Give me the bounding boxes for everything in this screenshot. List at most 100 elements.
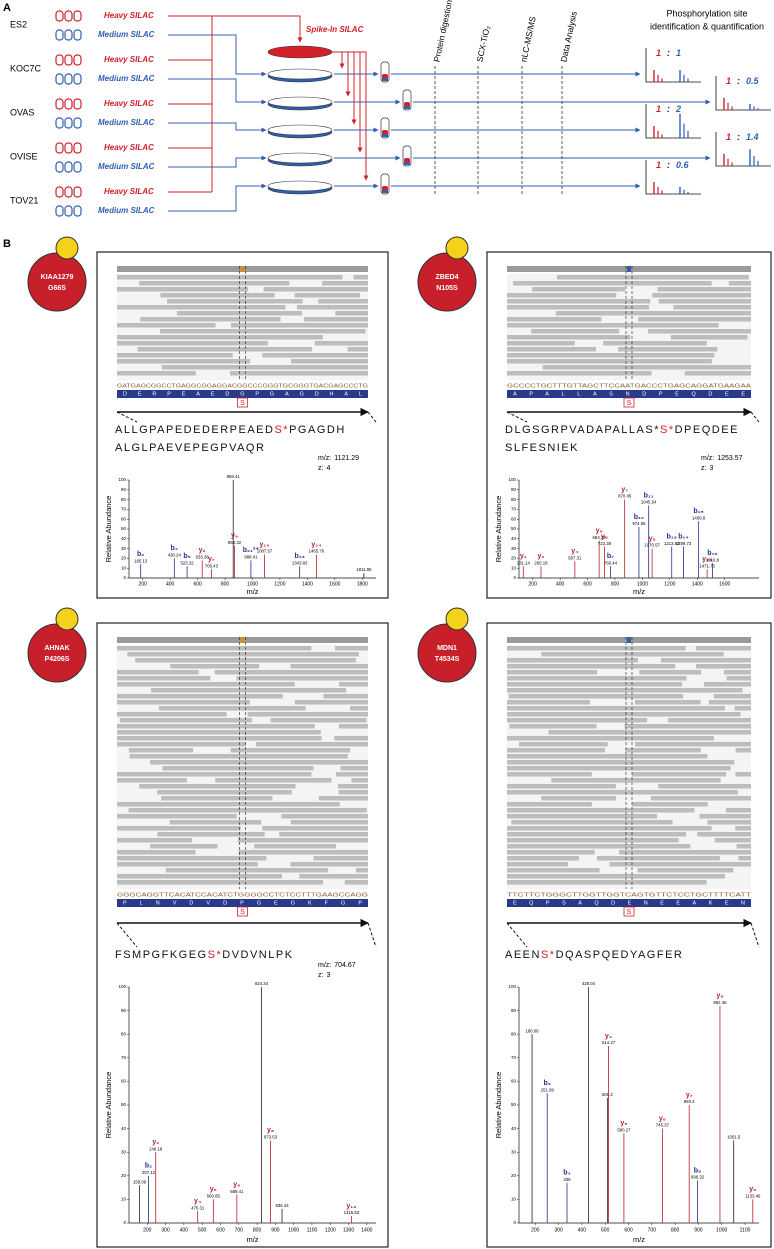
y-tick-label: 10	[511, 1197, 517, 1202]
read	[304, 317, 368, 322]
gene-name: KIAA1279	[41, 274, 74, 281]
dish-top	[267, 180, 333, 192]
x-tick-label: 1000	[288, 1227, 299, 1233]
mz-value: 704.67	[334, 962, 356, 969]
read	[290, 862, 368, 867]
y-tick-label: 80	[511, 1031, 517, 1036]
read	[150, 760, 368, 765]
peak-mz: 1213.63	[664, 541, 680, 546]
z-prefix: z:	[318, 972, 324, 979]
peptide-segment: AEEN	[505, 949, 541, 961]
ratio-medium: 1.4	[746, 132, 759, 142]
read	[117, 646, 312, 651]
read	[161, 796, 273, 801]
peak-mz: 869.32	[228, 540, 242, 545]
read	[159, 329, 366, 334]
read	[117, 838, 193, 843]
protein-strip	[507, 899, 751, 907]
read	[318, 796, 368, 801]
peptide-sequence: FSMPGFKGEGS*DVDVNLPK	[115, 949, 294, 961]
medium-path	[168, 34, 267, 77]
badge	[417, 623, 477, 683]
read	[647, 329, 751, 334]
read	[507, 646, 686, 651]
y-tick-label: 70	[121, 1055, 127, 1060]
x-tick-label: 1600	[329, 581, 340, 587]
x-tick-label: 1000	[247, 581, 258, 587]
read	[230, 323, 368, 328]
dna-sequence: GCCCCTGCTTTGTTAGCTTCCAATGACCCTGAGCAGGATG…	[507, 383, 752, 389]
peak-mz: 514.27	[602, 1040, 616, 1045]
read	[542, 365, 751, 370]
x-tick-label: 1200	[325, 1227, 336, 1233]
read	[356, 868, 368, 873]
read	[170, 664, 260, 669]
y-tick-label: 100	[118, 984, 126, 989]
read	[339, 682, 368, 687]
silac-icon	[73, 142, 82, 154]
dish-top	[267, 124, 333, 136]
peak-mz: 689.41	[230, 1189, 244, 1194]
silac-icon	[73, 98, 82, 110]
alt-residue: S	[240, 909, 245, 916]
peak-mz: 700.43	[205, 563, 219, 568]
read	[117, 341, 268, 346]
spike-dish	[267, 45, 333, 59]
y-tick-label: 70	[511, 507, 517, 512]
peak-mz: 1299.73	[676, 541, 692, 546]
alt-residue: S	[627, 909, 632, 916]
medium-label: Medium SILAC	[98, 30, 155, 39]
silac-icon	[73, 73, 82, 85]
ratio: 1:0.5	[726, 76, 760, 86]
silac-icon	[73, 54, 82, 66]
phospho-site: S*	[541, 949, 556, 961]
read	[270, 718, 367, 723]
read	[507, 832, 687, 837]
peak-mz: 860.4	[684, 1099, 695, 1104]
badge-dot	[55, 607, 79, 631]
y-tick-label: 80	[511, 497, 517, 502]
read	[117, 880, 324, 885]
x-tick-label: 300	[161, 1227, 170, 1233]
read	[117, 724, 315, 729]
read	[507, 736, 714, 741]
x-tick-label: 200	[139, 581, 148, 587]
peak-mz: 873.53	[264, 1135, 278, 1140]
read	[697, 832, 751, 837]
read	[140, 317, 281, 322]
peak-mz: 185.13	[134, 558, 148, 563]
cell-line-name: TOV21	[10, 195, 38, 205]
read	[117, 826, 241, 831]
read	[632, 802, 708, 807]
read	[735, 826, 751, 831]
tube-content	[404, 106, 410, 109]
peak-ion: b₁₃	[294, 553, 304, 560]
silac-icon	[64, 186, 73, 198]
cell-line-name: KOC7C	[10, 63, 42, 73]
silac-icon	[73, 186, 82, 198]
gene-name: ZBED4	[436, 274, 459, 281]
ratio-separator: :	[667, 48, 670, 58]
silac-icon	[73, 205, 82, 217]
peptide-segment: DQASPQEDYAGFER	[556, 949, 684, 961]
silac-icon	[55, 161, 64, 173]
peptide-segment: DPEQDEE	[675, 424, 739, 436]
read	[635, 700, 701, 705]
read	[338, 790, 368, 795]
read	[507, 293, 617, 298]
peak-mz: 475.31	[191, 1205, 205, 1210]
precursor-z: z: 4	[318, 465, 330, 472]
ratio-heavy: 1	[656, 160, 661, 170]
x-tick-label: 400	[166, 581, 175, 587]
ratio-medium: 1	[676, 48, 681, 58]
silac-icon	[73, 161, 82, 173]
peak-ion: b₁₃	[667, 533, 677, 540]
alt-box	[237, 906, 248, 917]
peak-mz: 207.12	[142, 1170, 156, 1175]
heavy-label: Heavy SILAC	[104, 143, 154, 152]
read	[117, 742, 246, 747]
read	[294, 293, 361, 298]
protein-strip	[117, 899, 368, 907]
read	[507, 323, 719, 328]
peak-ion: y₁	[520, 553, 527, 560]
